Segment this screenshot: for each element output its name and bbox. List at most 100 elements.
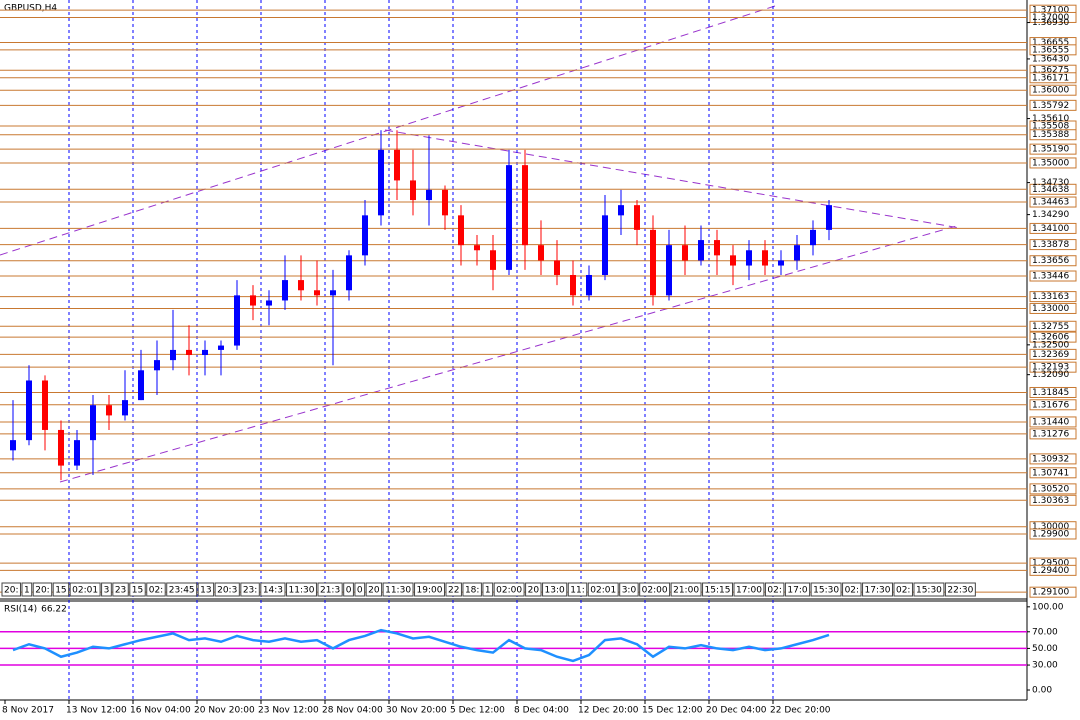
time-label: 23:45: [169, 586, 195, 596]
level-label-box: [1029, 416, 1077, 428]
time-box-frame: [482, 582, 494, 597]
level-label-box: [1029, 183, 1077, 195]
level-label: 1.29500: [1032, 559, 1069, 569]
y-tick-label: 1.34290: [1032, 210, 1069, 220]
candle-body: [90, 405, 96, 441]
time-label: 02:: [845, 586, 859, 596]
level-label: 1.36555: [1032, 45, 1069, 55]
time-box: 23:45: [166, 582, 198, 597]
y-tick-label: 30.00: [1032, 661, 1058, 671]
level-label: 1.33000: [1032, 304, 1069, 314]
candle-body: [810, 229, 816, 246]
time-label: 17:30: [865, 586, 891, 596]
level-label-box: [1029, 255, 1077, 267]
candle-body: [106, 405, 112, 416]
level-label: 1.29400: [1032, 566, 1069, 576]
level-label-box: [1029, 361, 1077, 373]
candle-body: [170, 349, 176, 361]
level-label-box: [1029, 586, 1077, 598]
candle-body: [138, 370, 144, 401]
level-label: 1.30363: [1032, 496, 1069, 506]
candle-body: [442, 189, 448, 216]
time-label: 20:: [35, 586, 49, 596]
time-box: 3:0: [619, 582, 639, 597]
level-label-box: [1029, 564, 1077, 576]
level-label-box: [1029, 157, 1077, 169]
time-label: 20:: [4, 586, 18, 596]
y-tick-label: 50.00: [1032, 644, 1058, 654]
candle-body: [410, 180, 416, 201]
time-box: 15:15: [702, 582, 733, 597]
time-box-frame: [493, 582, 525, 597]
time-box: 20:3: [214, 582, 240, 597]
time-box-frame: [810, 582, 842, 597]
time-box-frame: [525, 582, 542, 597]
candle-body: [698, 240, 704, 261]
time-box: 19:00: [414, 582, 445, 597]
time-box: 02:01: [587, 582, 619, 597]
time-box: 23: [112, 582, 129, 597]
level-label: 1.33163: [1032, 292, 1069, 302]
level-label-box: [1029, 143, 1077, 155]
candle-body: [650, 229, 656, 296]
x-tick-label: 5 Dec 12:00: [450, 706, 505, 716]
candle-body: [298, 280, 304, 291]
time-label: 17:00: [736, 586, 762, 596]
time-label: 3: [104, 586, 110, 596]
time-box: 14:3: [260, 582, 286, 597]
time-box: 02:01: [69, 582, 101, 597]
candle-body: [42, 380, 48, 430]
candle-body: [554, 260, 560, 275]
candle-body: [362, 215, 368, 256]
time-box: 13: [197, 582, 215, 597]
candle-body: [474, 245, 480, 251]
level-label-box: [1029, 270, 1077, 282]
time-box-frame: [764, 582, 785, 597]
time-box: 20: [525, 582, 542, 597]
time-label: 02:00: [496, 586, 522, 596]
candle-body: [58, 429, 64, 466]
time-box-frame: [354, 582, 366, 597]
time-box-frame: [260, 582, 286, 597]
time-box-frame: [101, 582, 112, 597]
time-box: 17:00: [733, 582, 765, 597]
rsi-line: [12, 628, 830, 663]
x-tick-label: 8 Nov 2017: [2, 706, 54, 716]
level-label: 1.33878: [1032, 240, 1069, 250]
time-label: 1: [485, 586, 491, 596]
level-label: 1.31845: [1032, 388, 1069, 398]
candle-body: [154, 360, 160, 371]
candle-body: [282, 280, 288, 301]
time-box-frame: [893, 582, 913, 597]
time-label: 15:15: [705, 586, 731, 596]
y-tick-label: 1.36430: [1032, 54, 1069, 64]
candle-body: [506, 165, 512, 270]
level-label: 1.37100: [1032, 6, 1069, 16]
x-tick-label: 20 Nov 20:00: [194, 706, 255, 716]
level-label: 1.30932: [1032, 454, 1069, 464]
time-box: 1: [21, 582, 33, 597]
time-box: 0: [354, 582, 366, 597]
indicator-value: 66.22: [41, 605, 67, 615]
level-label-box: [1029, 331, 1077, 343]
time-label: 21:3: [320, 586, 340, 596]
level-label-box: [1029, 11, 1077, 23]
time-box: 02:: [842, 582, 862, 597]
time-box-frame: [733, 582, 765, 597]
candle-body: [266, 300, 272, 306]
level-label: 1.36655: [1032, 38, 1069, 48]
time-box-frame: [52, 582, 70, 597]
y-tick-label: 70.00: [1032, 627, 1058, 637]
level-label: 1.31440: [1032, 417, 1069, 427]
level-label-box: [1029, 399, 1077, 411]
time-label: 13: [200, 586, 211, 596]
time-label: 22:30: [947, 586, 973, 596]
level-label: 1.33446: [1032, 272, 1069, 282]
time-box: 22: [445, 582, 462, 597]
time-box: 11:30: [382, 582, 414, 597]
candle-body: [378, 149, 384, 216]
level-label: 1.32369: [1032, 350, 1069, 360]
time-label: 02:01: [72, 586, 98, 596]
trendlines: [0, 4, 961, 483]
